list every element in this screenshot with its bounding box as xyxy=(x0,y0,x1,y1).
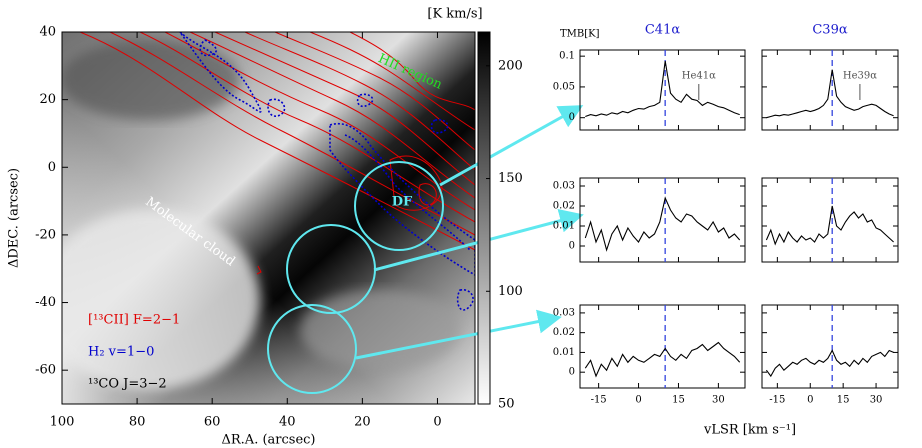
x-axis-label: vLSR [km s⁻¹] xyxy=(703,423,796,438)
panel-frame xyxy=(580,50,745,130)
y-tick-label: 0.1 xyxy=(559,51,575,62)
y-tick-label: 0 xyxy=(48,160,56,175)
colorbar xyxy=(478,32,490,404)
column-title: C41α xyxy=(645,23,680,38)
colorbar-label: [K km/s] xyxy=(427,7,482,22)
colorbar-tick-label: 50 xyxy=(498,397,515,412)
colorbar-tick-label: 200 xyxy=(498,58,523,73)
line-annotation: He39α xyxy=(843,71,877,82)
spectrum-line xyxy=(766,351,893,377)
colorbar-tick-label: 100 xyxy=(498,284,523,299)
annotation: DF xyxy=(392,195,413,210)
y-tick-label: 0 xyxy=(569,112,575,123)
y-axis-label: ΔDEC. (arcsec) xyxy=(7,168,22,268)
x-tick-label: -15 xyxy=(769,395,785,406)
x-tick-label: 20 xyxy=(354,415,371,430)
column-title: C39α xyxy=(812,23,847,38)
panel-frame xyxy=(762,50,898,130)
panel-frame xyxy=(762,305,898,388)
y-tick-label: -40 xyxy=(35,295,56,310)
y-tick-label: -60 xyxy=(35,363,56,378)
y-tick-label: 20 xyxy=(39,92,56,107)
colorbar-tick-label: 150 xyxy=(498,171,523,186)
y-tick-label: 0.03 xyxy=(553,307,575,318)
y-tick-label: 0 xyxy=(569,367,575,378)
y-tick-label: 0.01 xyxy=(553,221,575,232)
spectrum-line xyxy=(766,206,893,244)
spectrum-line xyxy=(585,343,739,377)
y-tick-label: 0.02 xyxy=(553,201,575,212)
y-tick-label: 0 xyxy=(569,241,575,252)
y-tick-label: 0.03 xyxy=(553,181,575,192)
x-tick-label: 60 xyxy=(204,415,221,430)
panel-frame xyxy=(580,178,745,262)
legend-entry: H₂ v=1−0 xyxy=(88,345,154,360)
x-tick-label: 0 xyxy=(433,415,441,430)
x-tick-label: 40 xyxy=(279,415,296,430)
y-tick-label: -20 xyxy=(35,227,56,242)
legend-entry: ¹³CO J=3−2 xyxy=(88,377,167,392)
y-tick-label: 0.01 xyxy=(553,347,575,358)
y-tick-label: 40 xyxy=(39,25,56,40)
spectrum-line xyxy=(585,198,739,250)
figure: 100806040200-60-40-2002040ΔR.A. (arcsec)… xyxy=(0,0,922,448)
spectrum-line xyxy=(585,61,739,116)
x-tick-label: 100 xyxy=(50,415,75,430)
y-tick-label: 0.02 xyxy=(553,327,575,338)
x-tick-label: 30 xyxy=(870,395,883,406)
x-tick-label: 80 xyxy=(129,415,146,430)
line-annotation: He41α xyxy=(682,71,716,82)
y-tick-label: 0.05 xyxy=(553,81,575,92)
x-tick-label: 30 xyxy=(712,395,725,406)
legend-entry: [¹³CII] F=2−1 xyxy=(88,313,180,328)
panel-frame xyxy=(580,305,745,388)
x-tick-label: 0 xyxy=(635,395,641,406)
x-tick-label: 15 xyxy=(672,395,685,406)
x-axis-label: ΔR.A. (arcsec) xyxy=(222,433,316,448)
x-tick-label: 15 xyxy=(837,395,850,406)
x-tick-label: 0 xyxy=(807,395,813,406)
x-tick-label: -15 xyxy=(591,395,607,406)
y-axis-label: TMB[K] xyxy=(560,29,600,40)
